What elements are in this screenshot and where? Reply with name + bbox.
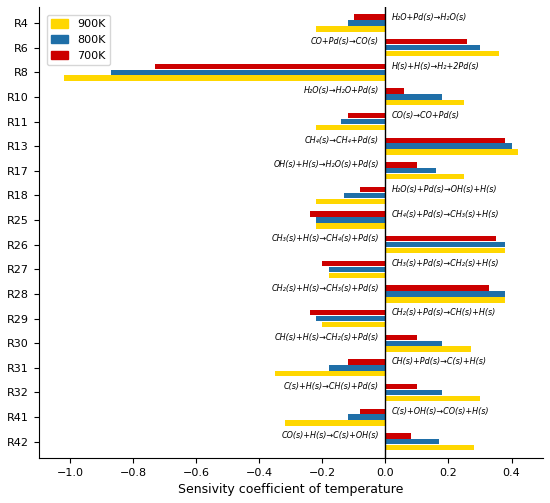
Bar xyxy=(316,199,386,204)
Text: H₂O(s)→H₂O+Pd(s): H₂O(s)→H₂O+Pd(s) xyxy=(304,87,379,96)
Bar xyxy=(275,371,386,376)
Bar xyxy=(316,217,386,223)
Bar xyxy=(360,408,386,414)
Bar xyxy=(348,20,386,26)
Bar xyxy=(386,242,505,247)
Text: CH₄(s)+Pd(s)→CH₃(s)+H(s): CH₄(s)+Pd(s)→CH₃(s)+H(s) xyxy=(392,210,499,219)
Bar xyxy=(310,211,386,217)
Text: CH₂(s)+H(s)→CH₃(s)+Pd(s): CH₂(s)+H(s)→CH₃(s)+Pd(s) xyxy=(272,284,379,293)
Bar xyxy=(322,322,386,327)
Bar xyxy=(316,316,386,321)
Text: OH(s)+H(s)→H₂O(s)+Pd(s): OH(s)+H(s)→H₂O(s)+Pd(s) xyxy=(274,160,379,170)
Text: CH₄(s)→CH₄+Pd(s): CH₄(s)→CH₄+Pd(s) xyxy=(305,136,379,145)
Bar xyxy=(386,291,505,297)
Bar xyxy=(386,94,442,100)
Bar xyxy=(386,341,442,346)
Legend: 900K, 800K, 700K: 900K, 800K, 700K xyxy=(47,15,110,65)
Text: H₂O(s)+Pd(s)→OH(s)+H(s): H₂O(s)+Pd(s)→OH(s)+H(s) xyxy=(392,185,497,194)
Bar xyxy=(64,75,386,81)
Bar xyxy=(310,310,386,315)
Bar xyxy=(329,267,386,272)
Bar xyxy=(386,88,404,94)
Bar xyxy=(386,285,490,291)
Bar xyxy=(386,137,505,143)
Bar xyxy=(386,100,464,106)
Text: CH(s)+H(s)→CH₂(s)+Pd(s): CH(s)+H(s)→CH₂(s)+Pd(s) xyxy=(275,333,379,342)
Bar xyxy=(386,236,496,241)
Text: CO(s)+H(s)→C(s)+OH(s): CO(s)+H(s)→C(s)+OH(s) xyxy=(282,432,379,440)
Bar xyxy=(386,384,417,389)
Bar xyxy=(386,439,439,445)
Bar xyxy=(386,162,417,167)
Bar xyxy=(284,421,386,426)
Bar xyxy=(386,174,464,180)
Bar xyxy=(316,223,386,229)
Bar xyxy=(386,168,436,174)
Text: H₂O+Pd(s)→H₂O(s): H₂O+Pd(s)→H₂O(s) xyxy=(392,13,467,22)
Bar xyxy=(348,414,386,420)
Bar xyxy=(386,248,505,254)
Bar xyxy=(354,14,386,20)
Bar xyxy=(342,119,386,124)
Text: CH₃(s)+H(s)→CH₄(s)+Pd(s): CH₃(s)+H(s)→CH₄(s)+Pd(s) xyxy=(272,234,379,243)
Bar xyxy=(386,445,474,450)
Text: CO+Pd(s)→CO(s): CO+Pd(s)→CO(s) xyxy=(311,37,379,46)
Bar xyxy=(322,261,386,266)
Text: CH₂(s)+Pd(s)→CH(s)+H(s): CH₂(s)+Pd(s)→CH(s)+H(s) xyxy=(392,308,496,317)
Text: H(s)+H(s)→H₂+2Pd(s): H(s)+H(s)→H₂+2Pd(s) xyxy=(392,62,480,71)
Bar xyxy=(386,51,499,56)
Text: CO(s)→CO+Pd(s): CO(s)→CO+Pd(s) xyxy=(392,111,460,120)
Bar xyxy=(348,359,386,365)
Bar xyxy=(386,39,468,44)
Text: CH(s)+Pd(s)→C(s)+H(s): CH(s)+Pd(s)→C(s)+H(s) xyxy=(392,358,487,367)
Bar xyxy=(386,334,417,340)
Text: C(s)+OH(s)→CO(s)+H(s): C(s)+OH(s)→CO(s)+H(s) xyxy=(392,407,490,415)
Bar xyxy=(344,193,386,198)
Bar xyxy=(348,113,386,118)
Bar xyxy=(329,273,386,278)
Text: CH₃(s)+Pd(s)→CH₂(s)+H(s): CH₃(s)+Pd(s)→CH₂(s)+H(s) xyxy=(392,259,499,268)
Bar xyxy=(386,396,480,401)
Bar xyxy=(386,433,411,439)
Bar xyxy=(386,390,442,395)
Bar xyxy=(386,45,480,50)
Bar xyxy=(386,149,518,155)
Bar xyxy=(386,297,505,303)
X-axis label: Sensivity coefficient of temperature: Sensivity coefficient of temperature xyxy=(178,483,404,496)
Bar xyxy=(111,69,386,75)
Text: C(s)+H(s)→CH(s)+Pd(s): C(s)+H(s)→CH(s)+Pd(s) xyxy=(284,382,379,391)
Bar xyxy=(316,125,386,130)
Bar xyxy=(386,143,512,149)
Bar xyxy=(386,347,471,352)
Bar xyxy=(155,63,386,69)
Bar xyxy=(316,26,386,32)
Bar xyxy=(360,187,386,192)
Bar xyxy=(329,365,386,371)
